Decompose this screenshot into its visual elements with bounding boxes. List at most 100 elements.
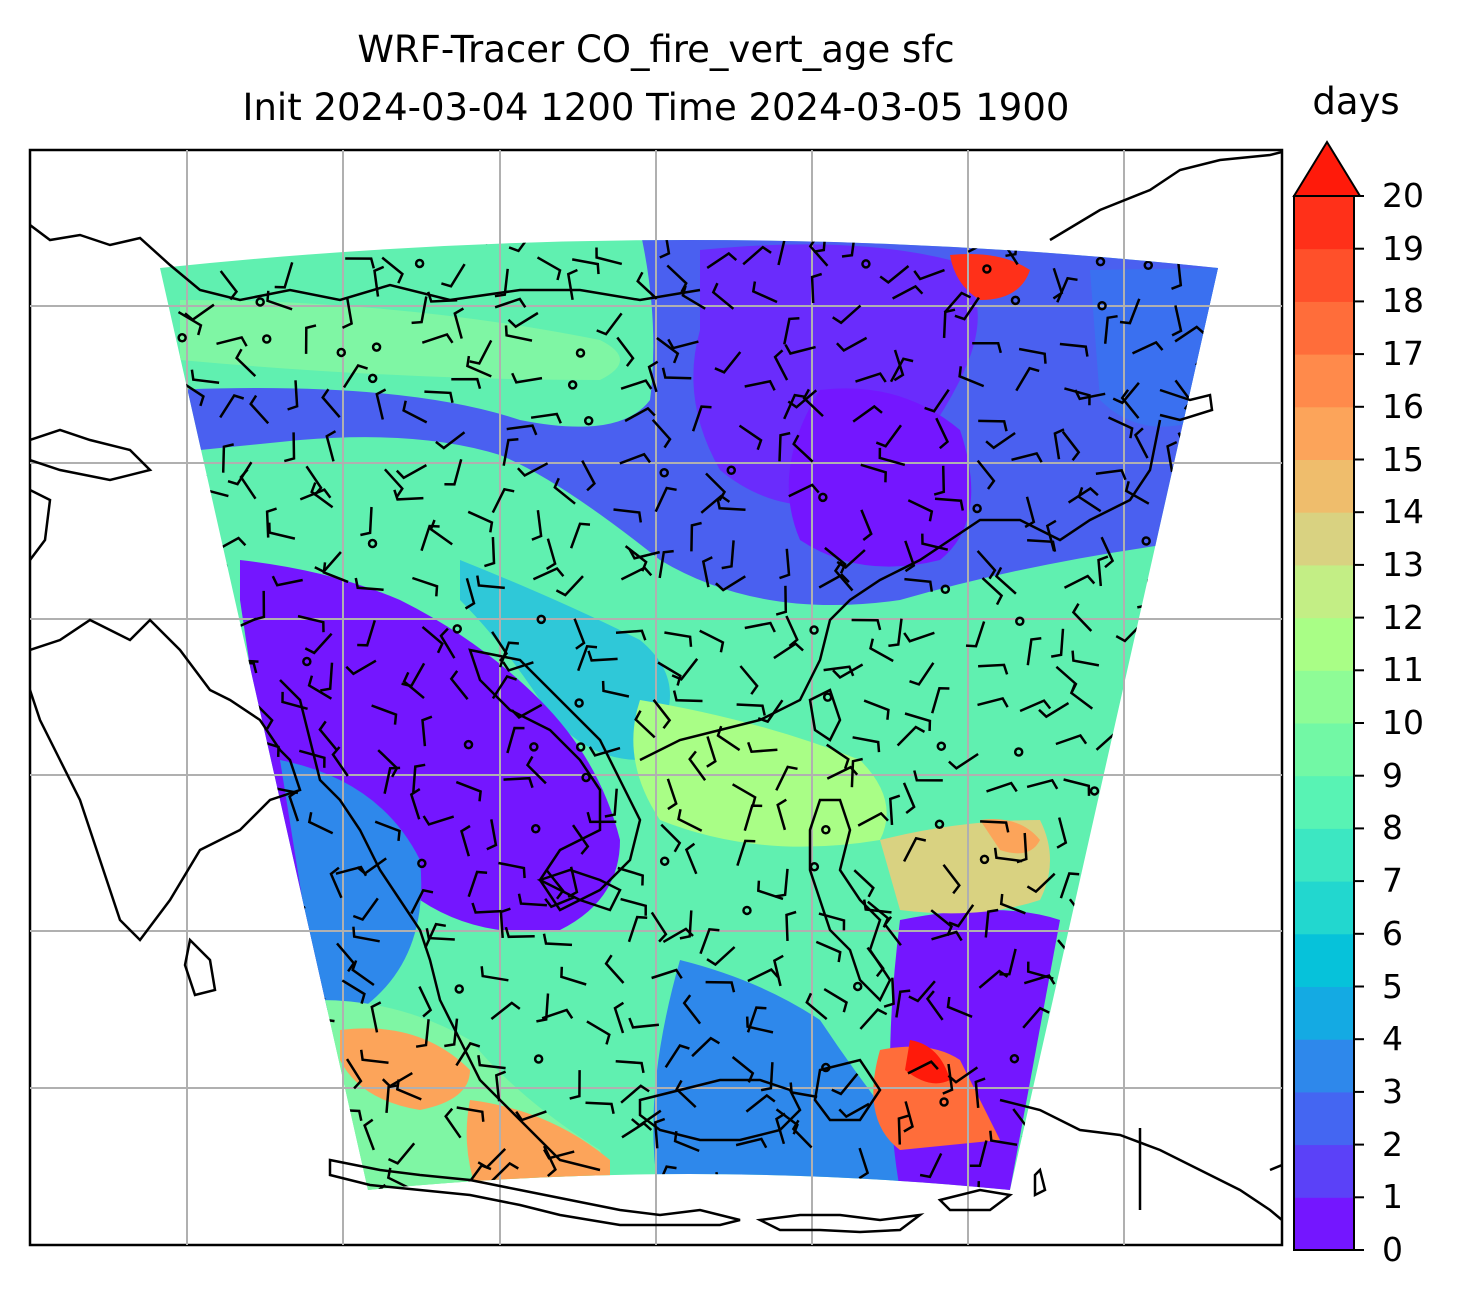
wind-barb bbox=[747, 968, 779, 983]
wind-barb bbox=[902, 782, 916, 814]
wind-barb bbox=[999, 893, 1026, 915]
wind-barb bbox=[942, 1063, 954, 1095]
wind-barb bbox=[544, 895, 576, 909]
wind-barb bbox=[1174, 325, 1206, 343]
wind-barb bbox=[402, 671, 425, 700]
wind-barb bbox=[653, 1117, 666, 1149]
wind-barb bbox=[268, 522, 296, 540]
wind-barb bbox=[298, 749, 326, 768]
wind-barb bbox=[706, 251, 738, 269]
wind-barb bbox=[783, 393, 805, 420]
wind-barb bbox=[671, 658, 699, 681]
calm-marker bbox=[177, 333, 187, 343]
wind-barb bbox=[370, 1001, 382, 1033]
wind-barb bbox=[785, 910, 797, 941]
wind-barb bbox=[1077, 487, 1102, 513]
wind-barb bbox=[1166, 440, 1178, 473]
wind-barb bbox=[784, 344, 816, 355]
wind-barb bbox=[823, 988, 848, 1013]
wind-barb bbox=[586, 1020, 611, 1045]
colorbar-band bbox=[1294, 723, 1354, 777]
wind-barb bbox=[421, 625, 444, 654]
wind-barb bbox=[913, 770, 943, 782]
wind-barb bbox=[620, 566, 653, 581]
wind-barb bbox=[1071, 650, 1100, 667]
wind-barb bbox=[341, 979, 366, 1004]
wind-barb bbox=[415, 1019, 430, 1048]
wind-barb bbox=[555, 575, 584, 597]
wind-barb bbox=[585, 1101, 615, 1115]
wind-barb bbox=[935, 417, 950, 450]
wind-barb bbox=[297, 614, 325, 633]
wind-barb bbox=[216, 335, 248, 347]
wind-barb bbox=[978, 419, 1008, 432]
wind-barb bbox=[571, 824, 590, 855]
wind-barb bbox=[619, 452, 652, 465]
wind-barb bbox=[595, 247, 623, 266]
wind-barb bbox=[835, 336, 868, 353]
wind-barb bbox=[746, 1006, 767, 1033]
wind-barb bbox=[859, 1008, 888, 1030]
wind-barb bbox=[691, 405, 712, 432]
wind-barb bbox=[664, 631, 693, 647]
wind-barb bbox=[647, 360, 659, 393]
title-line1: WRF-Tracer CO_fire_vert_age sfc bbox=[357, 28, 955, 71]
calm-marker bbox=[530, 824, 541, 834]
wind-barb bbox=[511, 703, 543, 719]
wind-barb bbox=[978, 969, 1009, 989]
wind-barb bbox=[418, 986, 433, 1018]
wind-barb bbox=[813, 240, 828, 253]
wind-barb bbox=[921, 533, 949, 551]
wind-barb bbox=[424, 390, 454, 403]
colorbar-tick-label: 16 bbox=[1382, 386, 1424, 426]
wind-barb bbox=[888, 794, 901, 825]
wind-barb bbox=[490, 1001, 521, 1020]
wind-barb bbox=[976, 459, 996, 490]
wind-barb bbox=[636, 271, 658, 300]
wind-barb bbox=[1011, 451, 1043, 463]
wind-barb bbox=[486, 819, 498, 851]
wind-barb bbox=[985, 431, 1016, 450]
wind-barb bbox=[792, 434, 814, 463]
colorbar-band bbox=[1294, 196, 1354, 250]
calm-marker bbox=[575, 742, 586, 752]
wind-barb bbox=[621, 1121, 653, 1139]
colorbar-band bbox=[1294, 1039, 1354, 1093]
wind-barb bbox=[287, 380, 299, 411]
wind-barb bbox=[1103, 314, 1118, 344]
wind-barb bbox=[701, 556, 713, 588]
colorbar-tick-label: 5 bbox=[1382, 966, 1403, 1006]
wind-barb bbox=[321, 388, 341, 419]
wind-barb bbox=[628, 1017, 660, 1029]
calm-marker bbox=[575, 348, 586, 358]
wind-barb bbox=[560, 966, 587, 986]
wind-barb bbox=[410, 888, 434, 915]
wind-barb bbox=[735, 1137, 768, 1149]
wind-barb bbox=[986, 781, 1018, 793]
wind-barb bbox=[1063, 574, 1096, 589]
calm-marker bbox=[581, 772, 591, 783]
wind-barb bbox=[660, 823, 682, 853]
wind-barb bbox=[1067, 486, 1099, 504]
wind-barb bbox=[467, 870, 488, 898]
wind-barb bbox=[441, 263, 466, 288]
wind-barb bbox=[467, 510, 494, 533]
colorbar-tick-label: 10 bbox=[1382, 703, 1424, 742]
wind-barb bbox=[569, 522, 591, 549]
wind-barb bbox=[850, 757, 863, 788]
wind-barb bbox=[516, 462, 549, 478]
wind-barb bbox=[1053, 428, 1065, 460]
wind-barb bbox=[832, 304, 862, 325]
wind-barb bbox=[747, 741, 778, 754]
wind-barb bbox=[925, 990, 944, 1021]
wind-barb bbox=[490, 1161, 519, 1183]
wind-barb bbox=[215, 536, 247, 552]
calm-marker bbox=[367, 538, 378, 549]
wind-barb bbox=[381, 256, 404, 284]
wind-barb bbox=[1056, 276, 1078, 303]
wind-barb bbox=[265, 507, 277, 538]
colorbar-tick-label: 7 bbox=[1382, 861, 1403, 901]
wind-barb bbox=[705, 980, 736, 993]
wind-barb bbox=[627, 915, 648, 943]
